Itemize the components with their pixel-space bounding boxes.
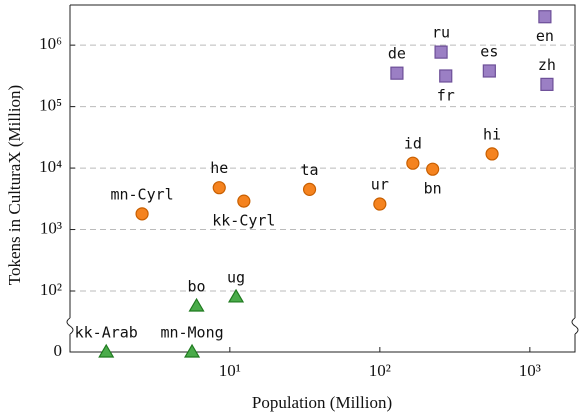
point-label: ur: [371, 176, 389, 194]
point: [406, 156, 420, 170]
point-label: ug: [227, 268, 245, 286]
y-axis-label: Tokens in CulturaX (Million): [5, 85, 24, 285]
point: [434, 45, 448, 59]
point: [184, 343, 201, 358]
point: [390, 66, 404, 80]
x-axis-label: Population (Million): [252, 393, 392, 412]
point-label: mn-Cyrl: [110, 185, 173, 203]
point-label: fr: [437, 86, 455, 104]
point-label: hi: [483, 125, 501, 143]
point: [538, 10, 552, 24]
point-label: he: [210, 159, 228, 177]
point-label: bo: [188, 278, 206, 296]
axis-frame: [66, 4, 579, 353]
point-label: zh: [538, 56, 556, 74]
y-tick-label: 10³: [40, 218, 62, 237]
point: [485, 147, 499, 161]
point-label: ru: [432, 24, 450, 42]
point: [212, 181, 226, 195]
y-tick-label: 0: [54, 341, 63, 360]
point-label: id: [404, 135, 422, 153]
point: [98, 343, 115, 358]
point: [227, 288, 245, 303]
y-tick-label: 10⁶: [39, 34, 62, 53]
point: [426, 162, 440, 176]
point: [188, 297, 205, 312]
point: [237, 194, 251, 208]
point-label: mn-Mong: [160, 324, 223, 342]
y-tick-label: 10⁴: [39, 157, 62, 176]
point-label: ta: [301, 161, 319, 179]
point: [482, 64, 496, 78]
x-tick-label: 10³: [519, 361, 541, 380]
point: [439, 69, 453, 83]
point: [135, 207, 149, 221]
y-tick-label: 10⁵: [39, 96, 62, 115]
point: [540, 77, 554, 91]
point-label: en: [536, 27, 554, 45]
point-label: bn: [424, 180, 442, 198]
point-label: es: [480, 42, 498, 60]
x-tick-label: 10¹: [219, 361, 241, 380]
point-label: kk-Arab: [75, 324, 138, 342]
point: [373, 197, 387, 211]
x-tick-label: 10²: [369, 361, 391, 380]
point-label: de: [388, 45, 406, 63]
point-label: kk-Cyrl: [212, 212, 275, 230]
y-tick-label: 10²: [40, 280, 62, 299]
point: [302, 182, 317, 196]
